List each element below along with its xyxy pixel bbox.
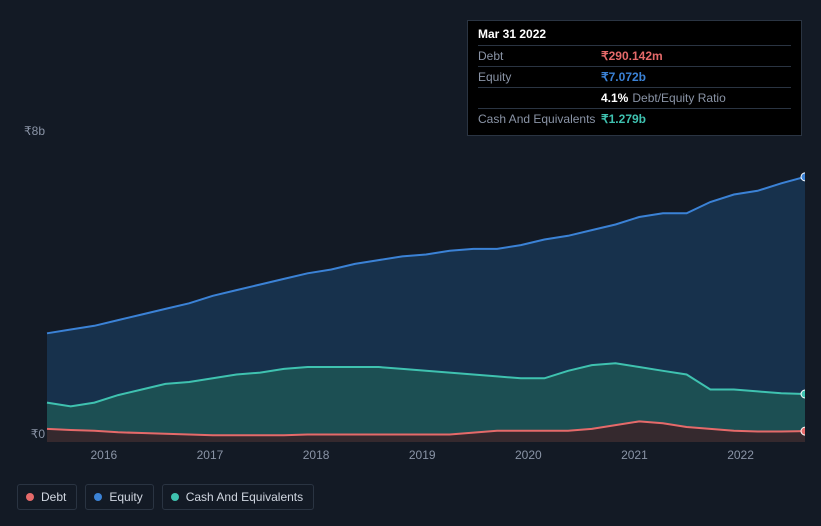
x-axis-label: 2016 bbox=[90, 448, 117, 462]
tooltip-row-value: ₹290.142m bbox=[601, 49, 663, 63]
tooltip-row-label: Equity bbox=[478, 70, 601, 84]
legend-dot-icon bbox=[26, 493, 34, 501]
tooltip-row-value: ₹7.072b bbox=[601, 70, 646, 84]
legend-label: Cash And Equivalents bbox=[186, 490, 303, 504]
x-axis-label: 2022 bbox=[727, 448, 754, 462]
x-axis-label: 2017 bbox=[197, 448, 224, 462]
x-axis-label: 2020 bbox=[515, 448, 542, 462]
legend-dot-icon bbox=[171, 493, 179, 501]
tooltip-date: Mar 31 2022 bbox=[478, 27, 791, 45]
x-axis-label: 2019 bbox=[409, 448, 436, 462]
end-marker-icon bbox=[801, 390, 805, 398]
tooltip-row: Equity₹7.072b bbox=[478, 66, 791, 87]
legend-dot-icon bbox=[94, 493, 102, 501]
x-axis-label: 2021 bbox=[621, 448, 648, 462]
end-marker-icon bbox=[801, 427, 805, 435]
tooltip-row-suffix: Debt/Equity Ratio bbox=[632, 91, 725, 105]
y-axis-max-label: ₹8b bbox=[24, 124, 45, 138]
chart-container: ₹8b ₹0 2016 2017 2018 2019 2020 2021 2022 bbox=[17, 120, 805, 510]
tooltip-row: 4.1% Debt/Equity Ratio bbox=[478, 87, 791, 108]
legend-label: Debt bbox=[41, 490, 66, 504]
chart-svg[interactable] bbox=[17, 120, 805, 442]
tooltip-row-label bbox=[478, 91, 601, 105]
y-axis-min-label: ₹0 bbox=[31, 427, 45, 441]
legend-item[interactable]: Equity bbox=[85, 484, 153, 510]
chart-tooltip: Mar 31 2022 Debt₹290.142mEquity₹7.072b4.… bbox=[467, 20, 802, 136]
legend-item[interactable]: Cash And Equivalents bbox=[162, 484, 314, 510]
tooltip-rows: Debt₹290.142mEquity₹7.072b4.1%Debt/Equit… bbox=[478, 45, 791, 129]
x-axis-label: 2018 bbox=[303, 448, 330, 462]
chart-legend: Debt Equity Cash And Equivalents bbox=[17, 484, 314, 510]
tooltip-row: Debt₹290.142m bbox=[478, 45, 791, 66]
end-marker-icon bbox=[801, 173, 805, 181]
legend-item[interactable]: Debt bbox=[17, 484, 77, 510]
tooltip-row-value: 4.1% bbox=[601, 91, 628, 105]
tooltip-row-label: Debt bbox=[478, 49, 601, 63]
legend-label: Equity bbox=[109, 490, 142, 504]
